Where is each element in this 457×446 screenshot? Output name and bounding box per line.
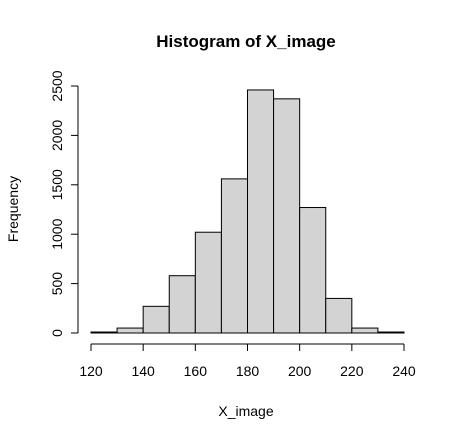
histogram-bar-210-220 — [325, 297, 353, 334]
y-tick-label-2500: 2500 — [49, 70, 65, 101]
histogram-bar-120-130 — [90, 331, 118, 334]
y-axis: 0 500 1000 1500 2000 2500 — [49, 70, 79, 337]
chart-title: Histogram of X_image — [156, 32, 336, 51]
y-axis-title: Frequency — [5, 176, 21, 242]
bars-group — [90, 89, 405, 334]
x-tick-label-180: 180 — [236, 363, 260, 379]
histogram-bar-230-240 — [377, 331, 405, 334]
x-tick-label-140: 140 — [131, 363, 155, 379]
y-tick-label-0: 0 — [49, 329, 65, 337]
histogram-bar-130-140 — [116, 327, 144, 334]
histogram-bar-140-150 — [142, 305, 170, 334]
x-tick-label-120: 120 — [79, 363, 103, 379]
histogram-bar-200-210 — [299, 207, 327, 334]
x-tick-label-240: 240 — [392, 363, 416, 379]
y-tick-label-1000: 1000 — [49, 218, 65, 249]
x-tick-label-200: 200 — [288, 363, 312, 379]
histogram-bar-170-180 — [220, 178, 248, 334]
y-tick-label-2000: 2000 — [49, 120, 65, 151]
histogram-bar-190-200 — [273, 98, 301, 334]
histogram-bar-160-170 — [194, 231, 222, 334]
histogram-bar-150-160 — [168, 275, 196, 334]
x-axis: 120 140 160 180 200 220 240 — [79, 343, 416, 379]
histogram-bar-220-230 — [351, 327, 379, 334]
y-tick-label-1500: 1500 — [49, 169, 65, 200]
x-axis-title: X_image — [218, 403, 273, 419]
y-tick-label-500: 500 — [49, 272, 65, 296]
histogram-bar-180-190 — [247, 89, 275, 334]
x-tick-label-220: 220 — [340, 363, 364, 379]
x-tick-label-160: 160 — [184, 363, 208, 379]
